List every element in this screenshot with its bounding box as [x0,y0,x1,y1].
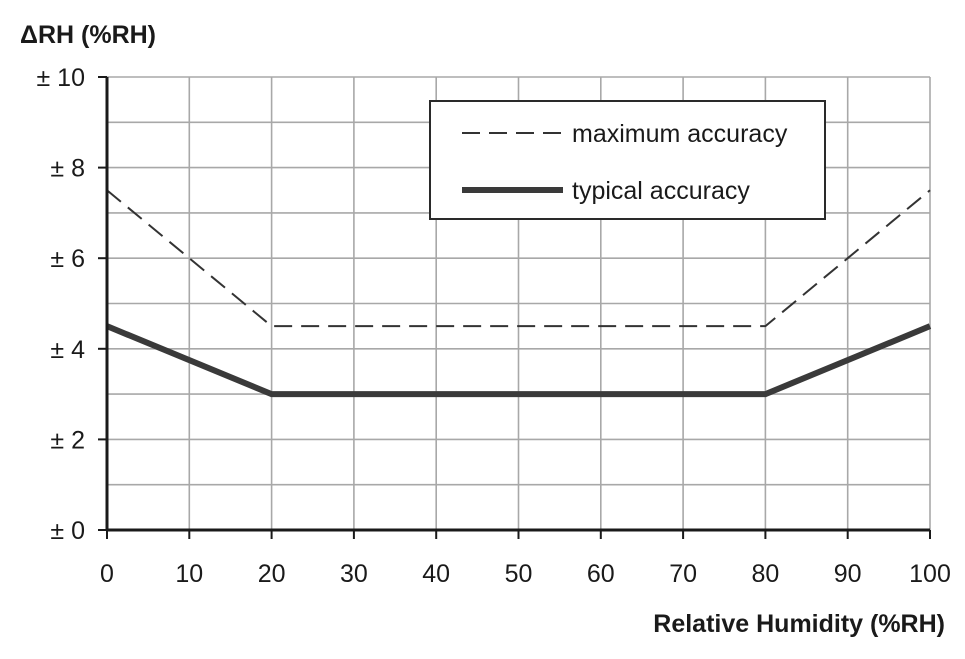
x-tick-label: 100 [909,560,951,588]
x-axis-title: Relative Humidity (%RH) [653,610,945,638]
y-tick-label: ± 4 [50,336,85,364]
x-tick-label: 0 [100,560,114,588]
x-tick-label: 80 [751,560,779,588]
x-tick-label: 50 [505,560,533,588]
y-tick-label: ± 0 [50,517,85,545]
series-line-maximum-accuracy [106,189,931,328]
tick-labels: ± 0 ± 2 ± 4 ± 6 ± 8 ± 10 0 10 20 30 40 50 60 70 80 90 10… [37,64,951,588]
x-tick-label: 90 [834,560,862,588]
x-tick-label: 30 [340,560,368,588]
legend: maximum accuracy typical accuracy [429,100,826,220]
x-tick-label: 70 [669,560,697,588]
y-tick-label: ± 8 [50,155,85,183]
x-tick-label: 40 [422,560,450,588]
x-tick-label: 20 [258,560,286,588]
axes [98,76,931,539]
x-tick-label: 60 [587,560,615,588]
legend-label-maximum-accuracy: maximum accuracy [572,120,788,148]
legend-label-typical-accuracy: typical accuracy [572,177,750,205]
y-tick-label: ± 2 [50,426,85,454]
x-tick-label: 10 [175,560,203,588]
y-tick-label: ± 10 [37,64,85,92]
y-tick-label: ± 6 [50,245,85,273]
series-line-typical-accuracy [105,323,932,398]
y-axis-title: ΔRH (%RH) [20,21,156,49]
series-group [105,189,932,398]
legend-box [429,100,826,220]
